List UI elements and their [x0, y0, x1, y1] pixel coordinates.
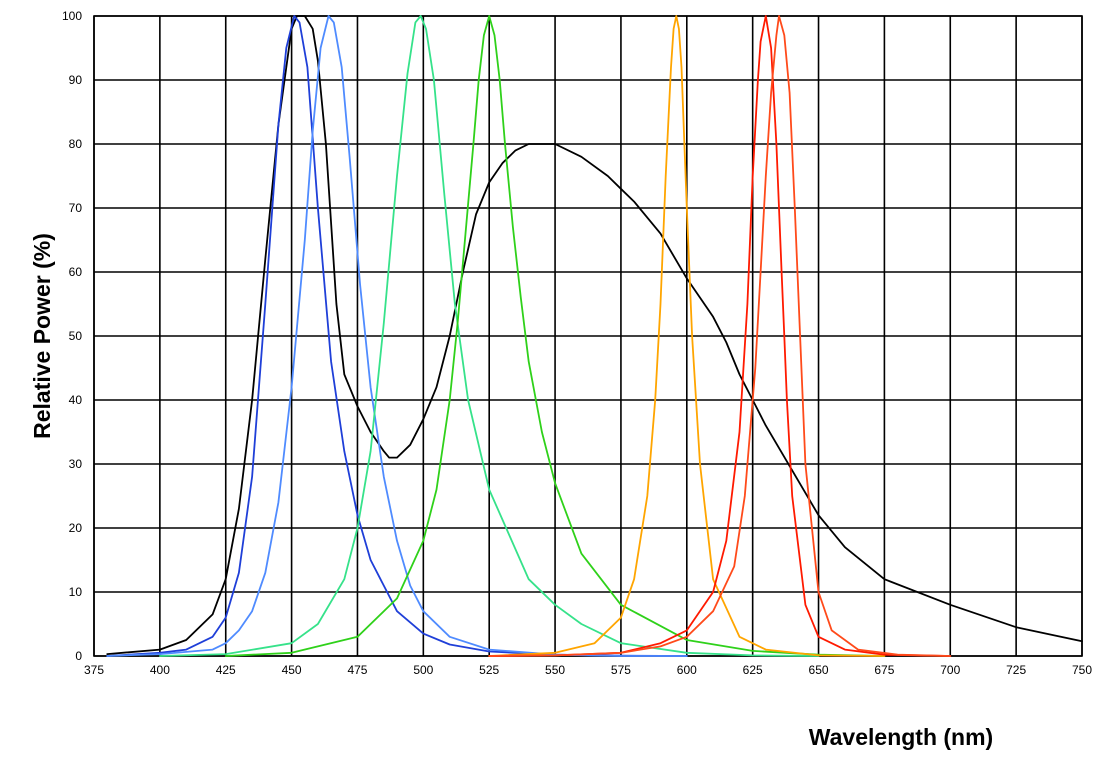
x-tick-label: 550: [545, 663, 565, 677]
x-tick-label: 525: [479, 663, 499, 677]
x-tick-label: 600: [677, 663, 697, 677]
x-tick-label: 375: [84, 663, 104, 677]
x-axis-title: Wavelength (nm): [809, 724, 993, 750]
series-line-7: [488, 15, 952, 657]
x-tick-label: 500: [413, 663, 433, 677]
x-tick-labels: 375 400 425 450 475 500 525 550 575 600 625 650 675 7…: [84, 663, 1092, 677]
grid: [93, 15, 1083, 657]
x-tick-label: 400: [150, 663, 170, 677]
y-tick-label: 20: [69, 521, 83, 535]
y-tick-label: 50: [69, 329, 83, 343]
y-tick-label: 0: [75, 649, 82, 663]
y-tick-label: 60: [69, 265, 83, 279]
series-line-2: [106, 15, 688, 657]
series-line-1: [106, 15, 1083, 655]
series-line-4: [158, 15, 820, 657]
y-tick-label: 70: [69, 201, 83, 215]
y-axis-title: Relative Power (%): [29, 233, 55, 439]
x-tick-label: 700: [940, 663, 960, 677]
x-tick-label: 675: [874, 663, 894, 677]
x-tick-label: 750: [1072, 663, 1092, 677]
x-tick-label: 725: [1006, 663, 1026, 677]
x-tick-label: 450: [282, 663, 302, 677]
x-tick-label: 625: [743, 663, 763, 677]
series-line-6: [488, 15, 886, 657]
y-tick-label: 80: [69, 137, 83, 151]
y-tick-label: 30: [69, 457, 83, 471]
series-line-8: [488, 15, 952, 657]
y-tick-label: 40: [69, 393, 83, 407]
series-line-3: [106, 15, 688, 657]
x-tick-label: 425: [216, 663, 236, 677]
x-tick-label: 475: [347, 663, 367, 677]
series-layer: [106, 15, 1083, 657]
y-tick-labels: 0 10 20 30 40 50 60 70 80 90 100: [62, 9, 82, 663]
x-tick-label: 650: [809, 663, 829, 677]
series-line-5: [224, 15, 886, 657]
y-tick-label: 10: [69, 585, 83, 599]
y-tick-label: 90: [69, 73, 83, 87]
x-tick-label: 575: [611, 663, 631, 677]
y-tick-label: 100: [62, 9, 82, 23]
